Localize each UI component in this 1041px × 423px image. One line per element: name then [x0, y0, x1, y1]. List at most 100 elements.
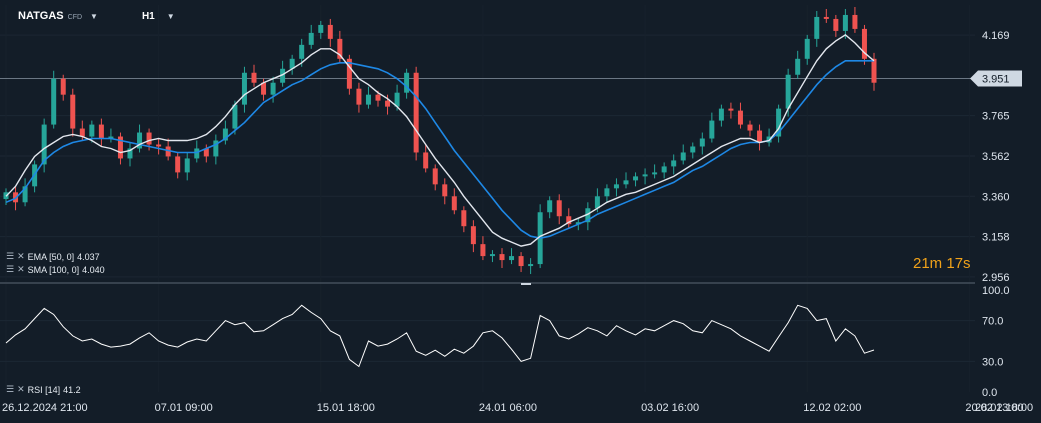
candle-body[interactable]	[222, 128, 228, 141]
candle-body[interactable]	[547, 200, 553, 213]
candle-body[interactable]	[117, 136, 123, 159]
time-axis[interactable]: 26.12.2024 21:00 07.01 09:00 15.01 18:00 24…	[2, 402, 1033, 414]
candle-body[interactable]	[509, 256, 515, 261]
settings-icon[interactable]: ☰	[6, 384, 15, 394]
candle-body[interactable]	[489, 254, 495, 257]
candle-body[interactable]	[194, 148, 200, 159]
candle-body[interactable]	[518, 256, 524, 267]
candle-body[interactable]	[146, 132, 152, 145]
scroll-marker[interactable]	[521, 283, 531, 285]
candle-body[interactable]	[270, 82, 276, 95]
candle-body[interactable]	[804, 38, 810, 59]
candle-body[interactable]	[356, 88, 362, 105]
candle-body[interactable]	[594, 196, 600, 209]
candle-body[interactable]	[575, 222, 581, 225]
candle-body[interactable]	[404, 72, 410, 93]
candle-body[interactable]	[156, 144, 162, 147]
candle-body[interactable]	[728, 108, 734, 111]
close-icon[interactable]: ✕	[17, 264, 25, 274]
candle-body[interactable]	[823, 16, 829, 19]
candle-body[interactable]	[432, 168, 438, 185]
candle-body[interactable]	[604, 188, 610, 197]
candle-body[interactable]	[385, 100, 391, 107]
candle-body[interactable]	[175, 156, 181, 173]
candle-body[interactable]	[289, 58, 295, 69]
candle-body[interactable]	[671, 160, 677, 167]
rsi-legend[interactable]: ☰ ✕ RSI [14] 41.2	[6, 384, 81, 395]
candle-body[interactable]	[137, 132, 143, 149]
candle-body[interactable]	[451, 196, 457, 211]
candle-body[interactable]	[623, 180, 629, 185]
candle-body[interactable]	[127, 148, 133, 159]
candle-body[interactable]	[566, 216, 572, 225]
candle-body[interactable]	[213, 140, 219, 157]
candle-body[interactable]	[251, 72, 257, 83]
candle-body[interactable]	[442, 184, 448, 197]
candle-body[interactable]	[842, 14, 848, 31]
candle-body[interactable]	[861, 28, 867, 59]
candle-body[interactable]	[70, 94, 76, 129]
candle-body[interactable]	[661, 166, 667, 173]
price-axis[interactable]: 4.169 3.765 3.562 3.360 3.158 2.956	[982, 30, 1010, 284]
candle-body[interactable]	[642, 174, 648, 177]
candle-body[interactable]	[394, 92, 400, 107]
candle-body[interactable]	[308, 32, 314, 45]
candle-body[interactable]	[499, 254, 505, 261]
candle-body[interactable]	[690, 146, 696, 153]
candle-body[interactable]	[51, 78, 57, 125]
candle-body[interactable]	[299, 44, 305, 59]
candle-body[interactable]	[470, 226, 476, 245]
candle-body[interactable]	[737, 110, 743, 125]
candle-body[interactable]	[184, 158, 190, 173]
candle-body[interactable]	[718, 108, 724, 121]
candle-body[interactable]	[241, 72, 247, 105]
candle-body[interactable]	[280, 68, 286, 83]
candle-body[interactable]	[585, 208, 591, 223]
candle-body[interactable]	[337, 38, 343, 59]
candle-body[interactable]	[795, 58, 801, 75]
candle-body[interactable]	[22, 186, 28, 203]
close-icon[interactable]: ✕	[17, 251, 25, 261]
candle-body[interactable]	[871, 58, 877, 83]
candle-body[interactable]	[776, 108, 782, 137]
candle-body[interactable]	[480, 244, 486, 257]
close-icon[interactable]: ✕	[17, 384, 25, 394]
candle-body[interactable]	[318, 24, 324, 33]
timeframe-selector[interactable]: H1 ▼	[142, 11, 175, 22]
candle-body[interactable]	[461, 210, 467, 227]
symbol-selector[interactable]: NATGAS CFD ▼	[18, 10, 98, 22]
candle-body[interactable]	[556, 200, 562, 217]
candle-body[interactable]	[785, 74, 791, 109]
sma-legend[interactable]: ☰ ✕ SMA [100, 0] 4.040	[6, 264, 105, 275]
candle-body[interactable]	[89, 124, 95, 137]
candle-body[interactable]	[680, 152, 686, 161]
settings-icon[interactable]: ☰	[6, 264, 15, 274]
candle-body[interactable]	[833, 18, 839, 31]
candle-body[interactable]	[747, 124, 753, 131]
candle-body[interactable]	[203, 148, 209, 157]
candle-body[interactable]	[423, 152, 429, 169]
candle-body[interactable]	[41, 124, 47, 165]
candle-body[interactable]	[327, 24, 333, 39]
candle-body[interactable]	[98, 124, 104, 139]
candle-body[interactable]	[365, 94, 371, 105]
candle-body[interactable]	[413, 72, 419, 153]
candle-body[interactable]	[613, 184, 619, 189]
candle-body[interactable]	[699, 138, 705, 147]
candle-body[interactable]	[757, 130, 763, 143]
candles[interactable]	[3, 6, 877, 275]
candle-body[interactable]	[60, 78, 66, 95]
settings-icon[interactable]: ☰	[6, 251, 15, 261]
candle-body[interactable]	[346, 58, 352, 89]
candle-body[interactable]	[528, 264, 534, 267]
candle-body[interactable]	[108, 136, 114, 139]
candle-body[interactable]	[633, 176, 639, 181]
candle-body[interactable]	[261, 82, 267, 95]
candle-body[interactable]	[232, 104, 238, 129]
candle-body[interactable]	[79, 128, 85, 137]
candle-body[interactable]	[814, 16, 820, 39]
ema-legend[interactable]: ☰ ✕ EMA [50, 0] 4.037	[6, 251, 100, 262]
candle-body[interactable]	[709, 120, 715, 139]
candle-body[interactable]	[165, 146, 171, 157]
